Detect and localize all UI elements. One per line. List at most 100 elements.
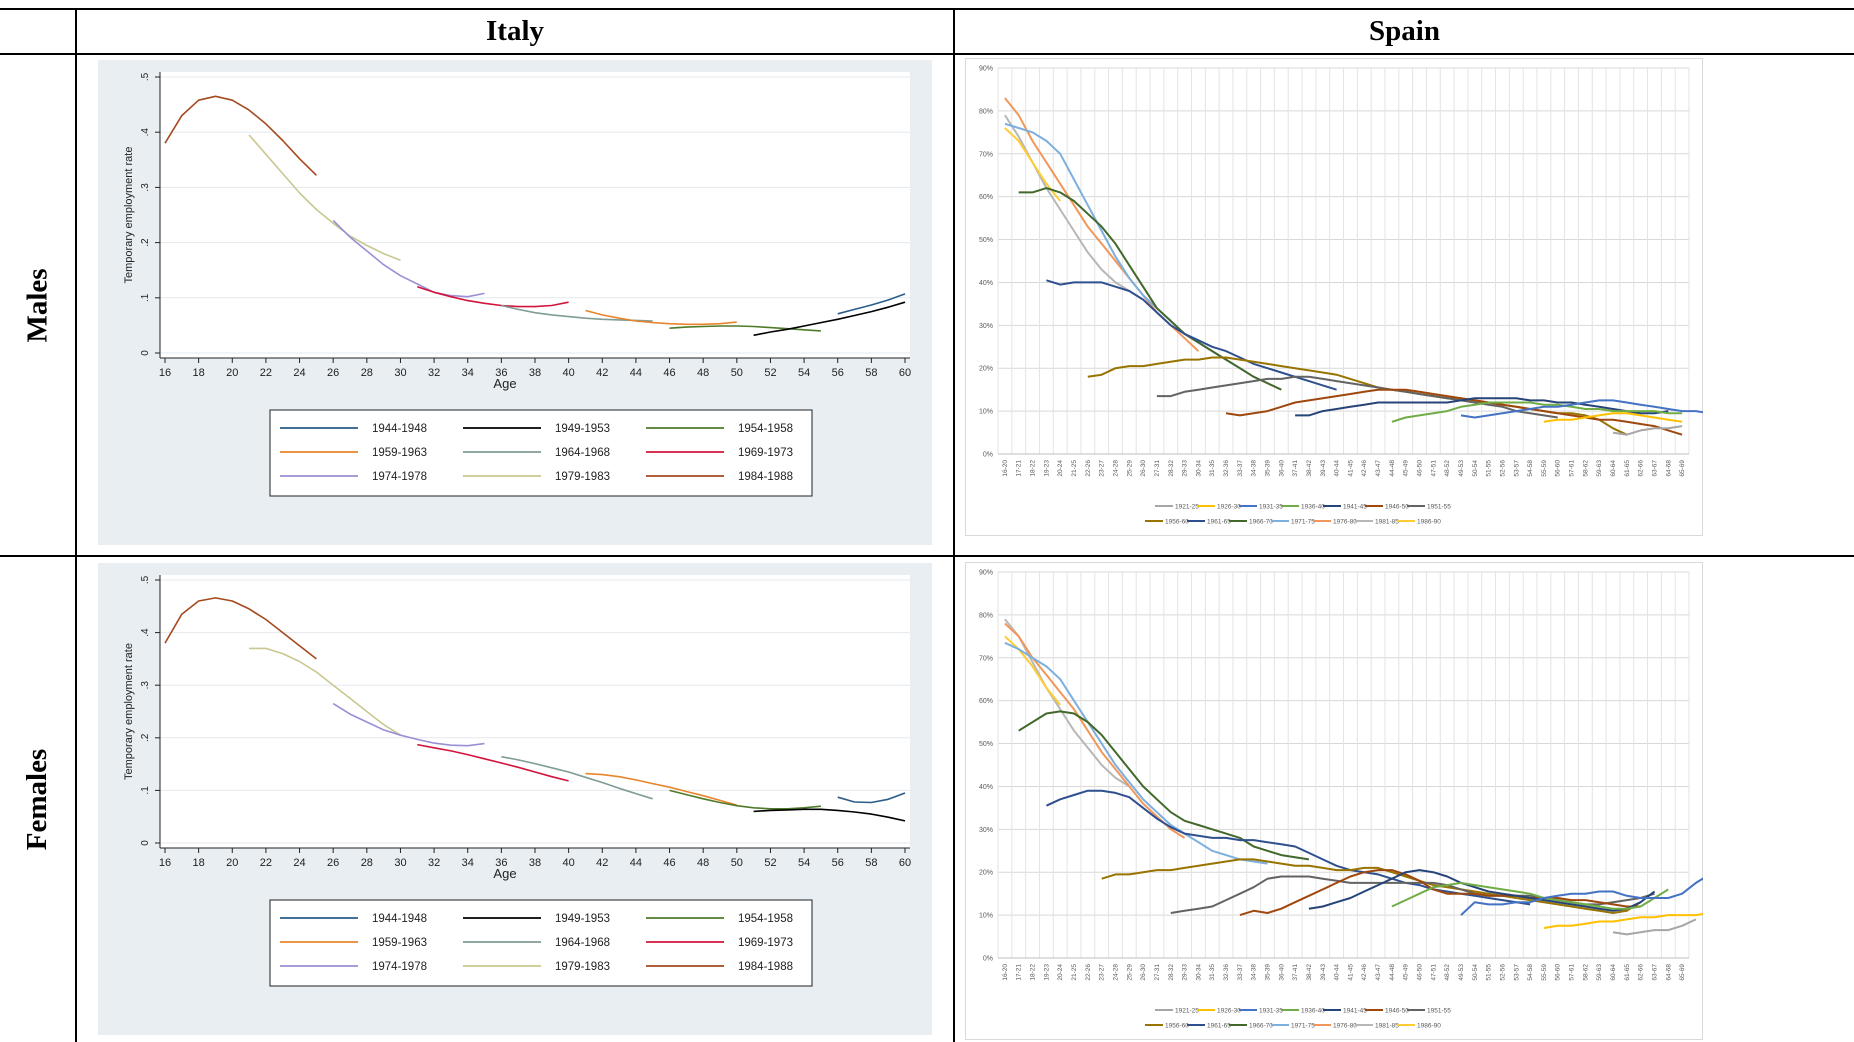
legend-label: 1981-85 [1375,519,1399,526]
x-tick-label: 63-67 [1651,460,1658,477]
series-line [332,219,485,298]
series-line [1018,187,1282,391]
y-tick-label: 80% [979,612,993,619]
table-col-divider-left [75,8,77,1042]
y-tick-label: 60% [979,698,993,705]
table-header-bottom-border [0,53,1854,55]
italy-males-chart: 0 .1 .2 .3 .4 .5 16 18 20 22 24 26 28 30 32 34 36 38 40 42 4… [98,60,932,545]
table-col-divider-mid [953,8,955,1042]
legend-label: 1976-80 [1333,519,1357,526]
x-tick-label: 20-24 [1057,460,1064,477]
x-tick-label: 17-21 [1016,964,1023,981]
x-tick-label: 60 [899,857,911,869]
x-tick-label: 50-54 [1472,460,1479,477]
series-line [1046,279,1337,391]
series-line [1004,622,1186,839]
y-tick-label: 20% [979,870,993,877]
x-tick-label: 37-41 [1292,460,1299,477]
y-tick-label: .5 [140,575,151,584]
x-tick-label: 38 [529,367,541,379]
x-tick-label: 55-59 [1541,460,1548,477]
x-tick-label: 42 [596,857,608,869]
x-tick-label: 21-25 [1071,964,1078,981]
legend-label: 1984-1988 [738,471,793,483]
legend-label: 1936-40 [1301,1008,1325,1015]
y-tick-label: 90% [979,66,993,73]
x-tick-label: 40-44 [1334,964,1341,981]
legend-label: 1984-1988 [738,961,793,973]
x-tick-label: 60 [899,367,911,379]
x-tick-label: 47-51 [1430,964,1437,981]
x-tick-label: 50 [731,367,743,379]
x-tick-label: 41-45 [1347,964,1354,981]
series-line [669,789,821,810]
x-tick-label: 54 [798,367,810,379]
x-tick-label: 58 [865,857,877,869]
legend-label: 1944-1948 [372,423,427,435]
x-tick-label: 34-38 [1251,460,1258,477]
legend-label: 1959-1963 [372,937,427,949]
x-tick-label: 44-48 [1389,460,1396,477]
x-tick-label: 48 [697,857,709,869]
x-tick-label: 46-50 [1417,460,1424,477]
x-tick-label: 29-33 [1182,964,1189,981]
x-tick-label: 51-55 [1486,460,1493,477]
x-tick-label: 57-61 [1569,460,1576,477]
series-line [1004,635,1061,706]
x-tick-label: 30 [394,367,406,379]
x-tick-label: 52 [764,367,776,379]
series-line [1156,375,1558,419]
x-tick-label: 44 [630,367,642,379]
series-line [669,325,821,332]
y-tick-label: 20% [979,366,993,373]
x-tick-label: 58 [865,367,877,379]
legend-label: 1966-70 [1249,1023,1273,1030]
x-axis-label: Age [493,376,516,391]
x-tick-label: 38 [529,857,541,869]
table-row-divider [0,555,1854,557]
x-tick-label: 28-32 [1168,460,1175,477]
legend-label: 1956-60 [1165,519,1189,526]
x-tick-label: 54-58 [1527,964,1534,981]
series-line [1460,877,1703,916]
table-top-border [0,8,1854,10]
x-tick-label: 51-55 [1486,964,1493,981]
legend-label: 1969-1973 [738,447,793,459]
x-tick-label: 45-49 [1403,964,1410,981]
legend-label: 1931-35 [1259,1008,1283,1015]
x-tick-label: 46-50 [1417,964,1424,981]
y-tick-label: 50% [979,237,993,244]
series-line [1543,412,1683,423]
x-tick-label: 30-34 [1195,964,1202,981]
x-tick-label: 25-29 [1126,460,1133,477]
series-line [1101,858,1642,914]
x-tick-label: 28-32 [1168,964,1175,981]
legend-label: 1926-30 [1217,504,1241,511]
x-tick-label: 48-52 [1444,460,1451,477]
y-tick-label: .4 [140,628,151,637]
y-tick-label: 10% [979,913,993,920]
column-header-italy: Italy [486,14,544,47]
x-tick-label: 30-34 [1195,460,1202,477]
column-header-spain: Spain [1369,14,1440,47]
series-line [585,772,738,806]
x-tick-label: 42 [596,367,608,379]
x-tick-label: 58-62 [1582,460,1589,477]
x-tick-label: 53-57 [1513,460,1520,477]
x-tick-label: 20 [226,857,238,869]
series-line [1391,881,1669,910]
series-line [1239,869,1641,917]
x-tick-label: 17-21 [1016,460,1023,477]
x-tick-label: 23-27 [1099,460,1106,477]
series-line [1295,397,1669,417]
legend-label: 1944-1948 [372,913,427,925]
legend-label: 1959-1963 [372,447,427,459]
legend-label: 1951-55 [1427,504,1451,511]
y-tick-label: 0% [983,452,993,459]
x-tick-label: 33-37 [1237,964,1244,981]
y-tick-label: 30% [979,827,993,834]
series-line [837,293,906,315]
x-tick-label: 61-65 [1624,460,1631,477]
x-tick-label: 26-30 [1140,964,1147,981]
x-tick-label: 49-53 [1458,460,1465,477]
